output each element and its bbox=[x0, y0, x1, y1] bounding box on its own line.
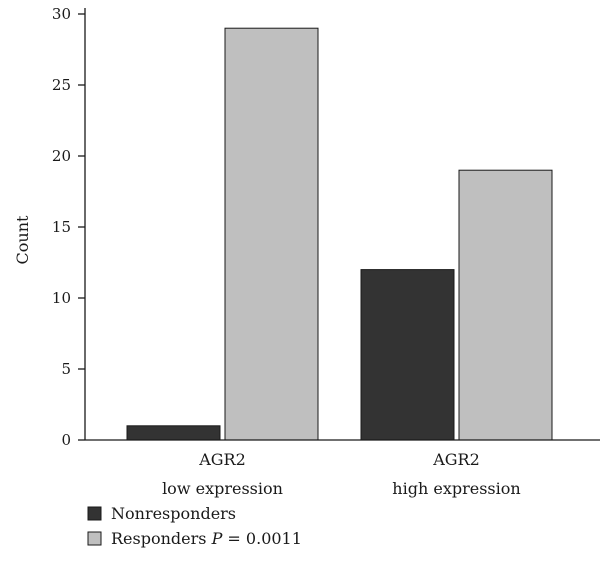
legend: Nonresponders Responders P = 0.0011 bbox=[87, 504, 302, 548]
legend-swatch-nonresponders bbox=[87, 506, 102, 521]
x-category-label-line2: low expression bbox=[162, 479, 283, 498]
x-category-label-line1: AGR2 bbox=[432, 450, 480, 469]
legend-swatch-responders bbox=[87, 531, 102, 546]
y-axis-title: Count bbox=[13, 215, 32, 264]
y-tick-label: 25 bbox=[52, 76, 71, 94]
p-value-text: = 0.0011 bbox=[222, 529, 302, 548]
y-tick-label: 20 bbox=[52, 147, 71, 165]
bar-nonresponders-0 bbox=[126, 425, 221, 441]
p-value-symbol: P bbox=[211, 529, 223, 548]
x-axis: AGR2 low expression AGR2 high expression bbox=[85, 439, 600, 498]
y-tick-label: 10 bbox=[52, 289, 71, 307]
plot-area bbox=[126, 27, 553, 441]
x-category-label-line2: high expression bbox=[392, 479, 520, 498]
y-tick-label: 15 bbox=[52, 218, 71, 236]
bar-responders-0 bbox=[224, 27, 319, 441]
y-tick-label: 0 bbox=[61, 431, 71, 449]
bar-responders-1 bbox=[458, 169, 553, 441]
y-tick-label: 30 bbox=[52, 5, 71, 23]
bar-nonresponders-1 bbox=[360, 269, 455, 441]
y-tick-label: 5 bbox=[61, 360, 71, 378]
y-axis: 0 5 10 15 20 25 30 bbox=[52, 5, 86, 449]
legend-label-nonresponders: Nonresponders bbox=[111, 504, 236, 523]
x-category-label-line1: AGR2 bbox=[198, 450, 246, 469]
legend-label-responders: Responders P = 0.0011 bbox=[111, 529, 302, 548]
